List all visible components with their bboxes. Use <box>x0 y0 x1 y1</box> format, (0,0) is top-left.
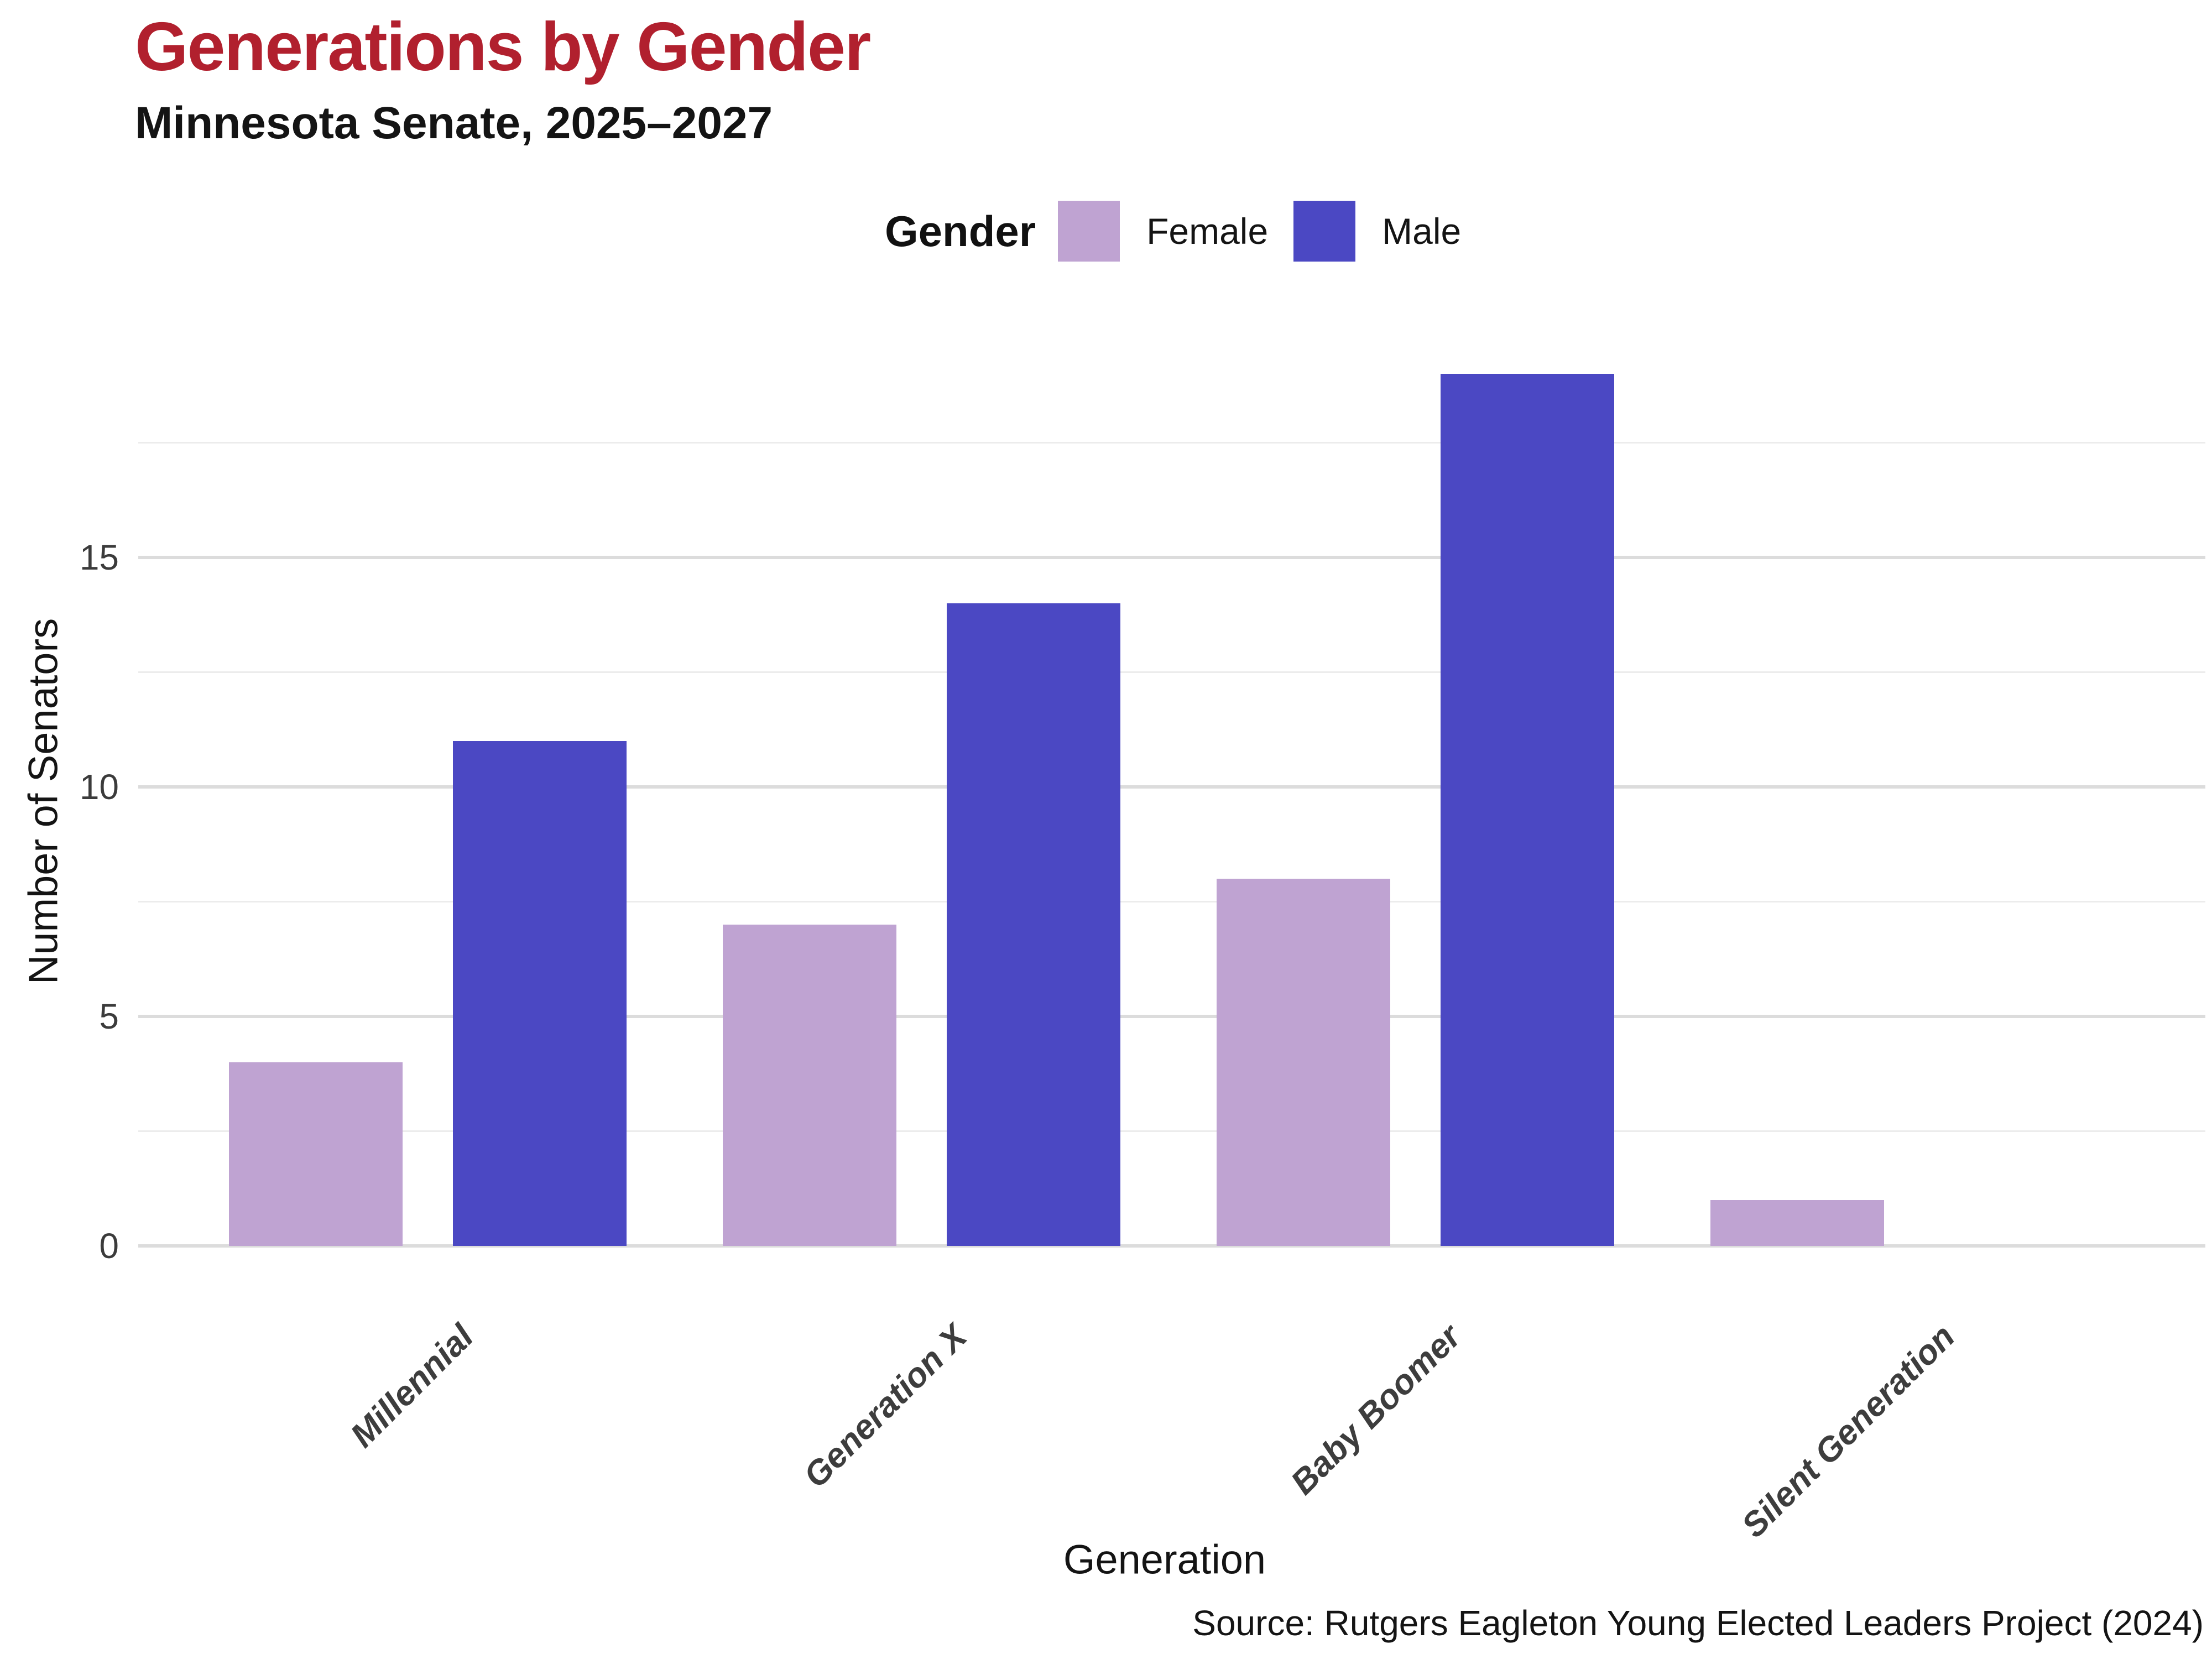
minor-gridline-y2.5 <box>138 1130 2205 1132</box>
y-tick-label-10: 10 <box>79 767 119 807</box>
legend: Gender Female Male <box>885 200 1461 262</box>
bar-female-baby-boomer <box>1216 879 1390 1246</box>
legend-swatch-female-icon <box>1058 201 1120 262</box>
minor-gridline-y7.5 <box>138 901 2205 902</box>
source-note: Source: Rutgers Eagleton Young Elected L… <box>1192 1603 2204 1643</box>
legend-label-female: Female <box>1146 211 1269 252</box>
x-tick-label-baby-boomer: Baby Boomer <box>1284 1317 1468 1502</box>
minor-gridline-y17.5 <box>138 442 2205 444</box>
x-tick-label-millennial: Millennial <box>343 1317 481 1455</box>
chart-subtitle: Minnesota Senate, 2025–2027 <box>135 98 773 148</box>
legend-swatch-male-icon <box>1293 201 1356 262</box>
legend-item-female: Female <box>1058 201 1268 262</box>
y-tick-label-5: 5 <box>99 997 119 1036</box>
major-gridline-y15 <box>138 556 2205 559</box>
minor-gridline-y12.5 <box>138 671 2205 673</box>
bar-male-generation-x <box>946 603 1120 1246</box>
major-gridline-y0 <box>138 1244 2205 1248</box>
bar-female-millennial <box>228 1062 403 1246</box>
y-tick-label-0: 0 <box>99 1226 119 1266</box>
chart-title: Generations by Gender <box>135 9 871 85</box>
legend-label-male: Male <box>1382 211 1462 252</box>
y-tick-label-15: 15 <box>79 538 119 577</box>
x-axis-title: Generation <box>1063 1536 1266 1583</box>
legend-title: Gender <box>885 206 1036 255</box>
bar-male-millennial <box>452 741 627 1246</box>
major-gridline-y10 <box>138 785 2205 789</box>
legend-item-male: Male <box>1293 201 1461 262</box>
bar-female-silent-generation <box>1710 1200 1884 1246</box>
x-tick-label-silent-generation: Silent Generation <box>1734 1317 1962 1545</box>
bar-male-baby-boomer <box>1440 374 1614 1246</box>
bar-female-generation-x <box>722 925 896 1246</box>
x-tick-label-generation-x: Generation X <box>796 1317 974 1495</box>
major-gridline-y5 <box>138 1015 2205 1018</box>
